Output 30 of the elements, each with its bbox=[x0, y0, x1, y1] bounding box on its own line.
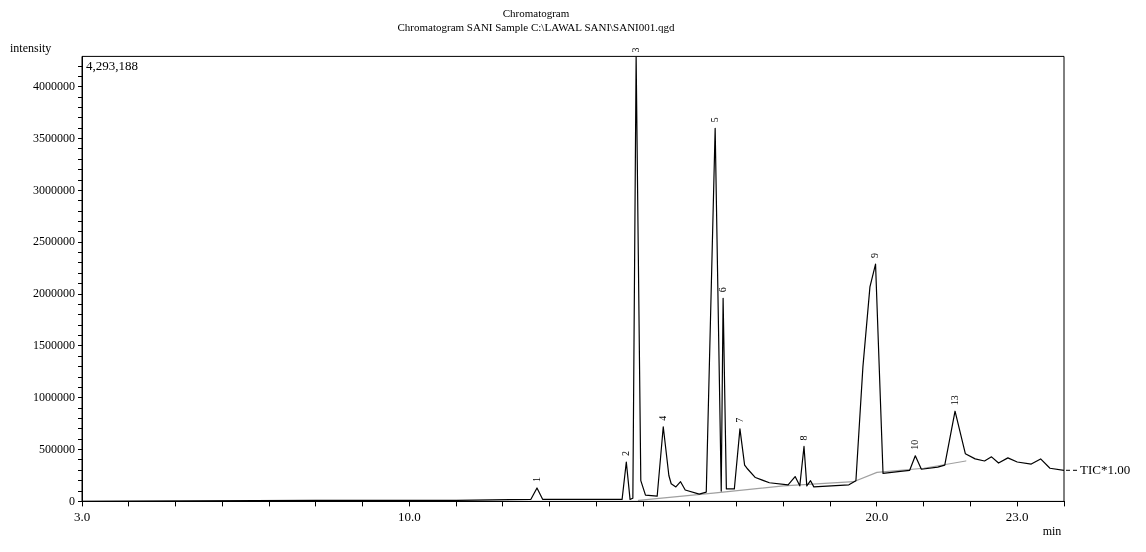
annotation: 5 bbox=[708, 117, 720, 123]
annotation: 3 bbox=[629, 47, 641, 53]
y-axis-title: intensity bbox=[10, 40, 52, 55]
annotation: 7 bbox=[733, 417, 745, 423]
annotation: 6 bbox=[716, 287, 728, 293]
y-tick-label: 2500000 bbox=[33, 234, 75, 249]
y-tick-label: 2000000 bbox=[33, 286, 75, 301]
y-tick-label: 500000 bbox=[39, 441, 75, 456]
y-tick-label: 1500000 bbox=[33, 338, 75, 353]
x-tick-label: 20.0 bbox=[865, 508, 889, 524]
y-tick-label: 3000000 bbox=[33, 182, 75, 197]
chart-subtitle: Chromatogram SANI Sample C:\LAWAL SANI\SANI001.qgd bbox=[397, 20, 676, 33]
annotation: 4,293,188 bbox=[86, 58, 138, 74]
x-axis-title: min bbox=[1042, 523, 1062, 538]
annotation: 8 bbox=[797, 435, 809, 441]
y-tick-label: 0 bbox=[69, 493, 75, 508]
chart-title: Chromatogram bbox=[502, 7, 570, 20]
annotation: 2 bbox=[619, 451, 631, 457]
y-tick-label: 4000000 bbox=[33, 78, 75, 93]
x-tick-label: 10.0 bbox=[397, 508, 421, 524]
annotation: 13 bbox=[948, 395, 960, 406]
annotation: 10 bbox=[908, 439, 920, 450]
legend-label: TIC*1.00 bbox=[1080, 461, 1131, 477]
y-tick-label: 3500000 bbox=[33, 130, 75, 145]
x-tick-label: 3.0 bbox=[73, 508, 91, 524]
annotation: 4 bbox=[656, 415, 668, 421]
annotation: 1 bbox=[530, 476, 542, 482]
annotation: 9 bbox=[869, 253, 881, 259]
y-tick-label: 1000000 bbox=[33, 389, 75, 404]
x-tick-label: 23.0 bbox=[1005, 508, 1029, 524]
